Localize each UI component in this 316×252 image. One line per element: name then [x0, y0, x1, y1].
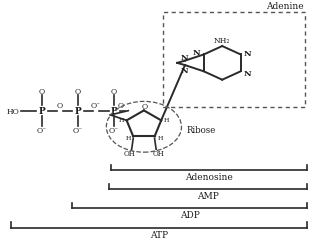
Text: Ribose: Ribose — [186, 126, 216, 135]
Text: O: O — [75, 88, 81, 96]
Text: N: N — [244, 50, 251, 58]
Text: Adenine: Adenine — [266, 2, 304, 11]
Text: O: O — [57, 102, 63, 110]
Text: O⁻: O⁻ — [37, 126, 47, 134]
Text: H: H — [118, 117, 124, 122]
Text: HO: HO — [7, 107, 20, 115]
Text: N: N — [180, 66, 188, 74]
Text: Adenosine: Adenosine — [185, 172, 233, 181]
Text: H: H — [164, 117, 169, 122]
Text: O: O — [142, 103, 148, 111]
Text: O: O — [111, 88, 117, 96]
Text: NH₂: NH₂ — [214, 37, 230, 45]
Text: O: O — [39, 88, 45, 96]
Text: O⁻: O⁻ — [109, 126, 119, 134]
Text: N: N — [180, 53, 188, 61]
Text: N: N — [244, 70, 251, 78]
Text: AMP: AMP — [197, 191, 219, 200]
Text: O⁻: O⁻ — [73, 126, 83, 134]
Text: ADP: ADP — [180, 210, 200, 219]
Text: H: H — [125, 135, 131, 140]
Text: P: P — [39, 107, 46, 116]
Text: OH: OH — [124, 149, 135, 157]
Text: P: P — [111, 107, 118, 116]
Text: P: P — [75, 107, 82, 116]
Text: H: H — [157, 135, 163, 140]
Text: N: N — [193, 49, 201, 57]
Text: O⁻: O⁻ — [91, 102, 101, 110]
Text: ATP: ATP — [150, 230, 168, 239]
Text: OH: OH — [152, 149, 164, 157]
Text: O: O — [118, 102, 124, 110]
